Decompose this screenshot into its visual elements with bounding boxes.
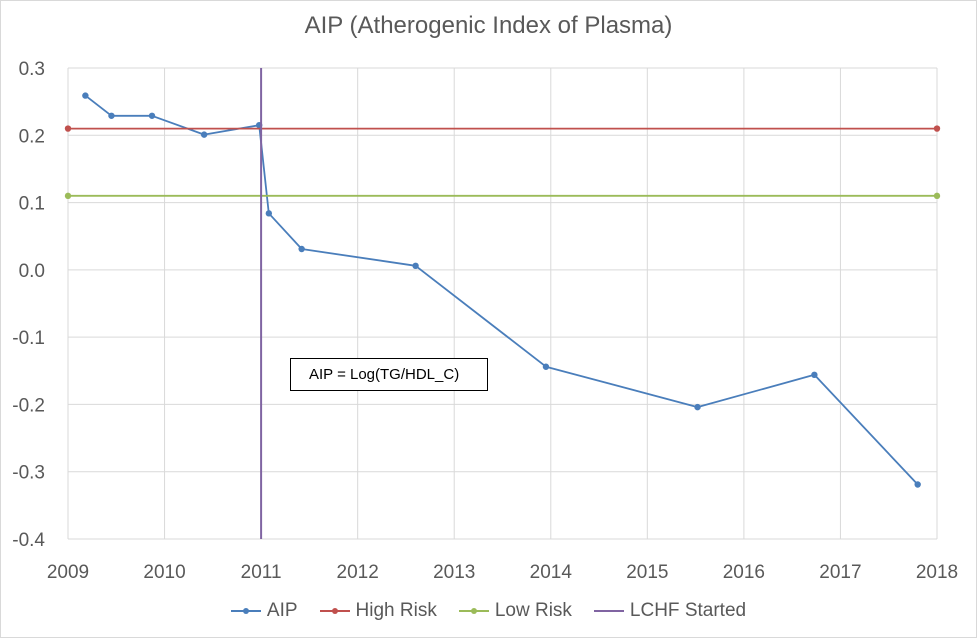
legend-item-low-risk: Low Risk [458, 600, 572, 622]
point-aip [412, 262, 419, 270]
legend-item-aip: AIP [230, 600, 298, 622]
point-low-risk [64, 192, 72, 200]
x-tick-label: 2011 [241, 562, 282, 583]
y-tick-label: -0.2 [12, 395, 45, 416]
x-tick-label: 2009 [47, 562, 89, 583]
legend-swatch-lchf-started [593, 605, 624, 617]
y-tick-label: 0.3 [19, 59, 45, 80]
chart-title: AIP (Atherogenic Index of Plasma) [304, 12, 673, 39]
y-tick-label: -0.4 [12, 530, 45, 551]
y-tick-label: 0.2 [19, 126, 45, 147]
legend-dot-low-risk [470, 608, 477, 614]
point-high-risk [64, 125, 72, 132]
legend-swatch-aip [230, 605, 261, 617]
point-aip [265, 210, 273, 217]
legend-dot-aip [242, 608, 249, 614]
x-tick-label: 2017 [819, 562, 861, 583]
y-tick-label: 0.0 [19, 261, 45, 282]
x-tick-label: 2013 [433, 562, 475, 583]
point-low-risk [933, 192, 941, 200]
x-tick-label: 2012 [337, 562, 379, 583]
point-aip [694, 403, 701, 411]
point-aip [200, 131, 208, 138]
point-aip [82, 92, 89, 99]
y-tick-label: -0.1 [12, 328, 45, 349]
formula-annotation: AIP = Log(TG/HDL_C) [290, 358, 488, 391]
legend-label-aip: AIP [266, 600, 298, 621]
legend-label-lchf-started: LCHF Started [629, 600, 747, 621]
x-tick-label: 2015 [626, 562, 668, 583]
point-aip [542, 363, 550, 370]
point-aip [108, 112, 115, 119]
legend-label-high-risk: High Risk [355, 600, 437, 621]
point-aip [298, 245, 305, 253]
legend-dot-high-risk [331, 608, 338, 614]
point-aip [811, 371, 818, 379]
point-aip [148, 112, 156, 119]
legend-line-lchf-started [593, 610, 624, 612]
y-tick-label: -0.3 [12, 463, 45, 484]
x-tick-label: 2016 [723, 562, 765, 583]
legend-swatch-low-risk [458, 605, 489, 617]
legend-item-lchf-started: LCHF Started [593, 600, 747, 622]
x-tick-label: 2018 [916, 562, 958, 583]
legend-label-low-risk: Low Risk [494, 600, 572, 621]
point-aip [914, 481, 921, 488]
legend-swatch-high-risk [319, 605, 350, 617]
series-line-aip [84, 94, 919, 486]
y-tick-label: 0.1 [19, 194, 45, 215]
x-tick-label: 2010 [143, 562, 185, 583]
point-high-risk [933, 125, 941, 132]
legend: AIP High Risk Low Risk LCHF Started [0, 596, 977, 626]
legend-item-high-risk: High Risk [319, 600, 437, 622]
x-tick-label: 2014 [530, 562, 573, 583]
